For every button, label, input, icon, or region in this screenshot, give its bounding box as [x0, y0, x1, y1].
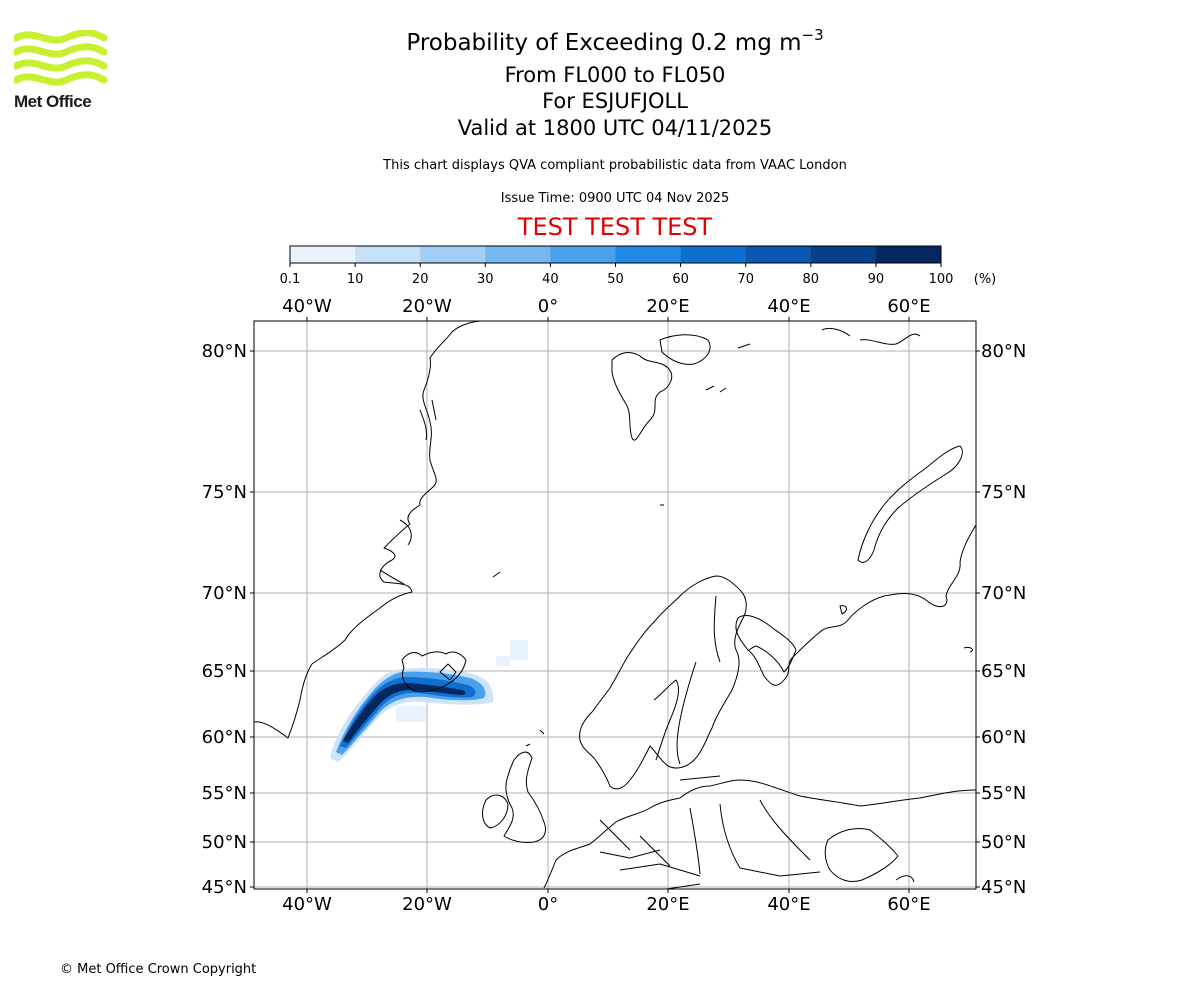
lat-label: 55°N	[202, 783, 247, 804]
colorbar-tick-label: 80	[803, 272, 820, 287]
colorbar-swatch	[290, 246, 356, 263]
lon-label: 20°W	[402, 296, 452, 317]
lat-label: 80°N	[981, 341, 1026, 362]
colorbar-swatch	[875, 246, 942, 263]
lat-labels-right: 80°N 75°N 70°N 65°N 60°N 55°N 50°N 45°N	[981, 341, 1026, 898]
lat-label: 75°N	[981, 482, 1026, 503]
colorbar-tick-label: 30	[477, 272, 494, 287]
lat-label: 65°N	[981, 661, 1026, 682]
lon-label: 60°E	[887, 296, 930, 317]
lon-label: 40°W	[282, 894, 332, 915]
map-frame	[253, 320, 977, 890]
map-background	[254, 321, 976, 889]
volcano-name: For ESJUFJOLL	[542, 89, 688, 113]
colorbar-swatch	[420, 246, 486, 263]
colorbar-tick-label: 70	[737, 272, 754, 287]
met-office-waves-icon	[12, 29, 108, 86]
colorbar-tick-label: 20	[412, 272, 429, 287]
lon-labels-bottom: 40°W 20°W 0° 20°E 40°E 60°E	[282, 894, 930, 915]
lon-label: 20°E	[646, 296, 689, 317]
colorbar-swatch	[615, 246, 682, 263]
colorbar-tick-label: 40	[542, 272, 559, 287]
chart-title: Probability of Exceeding 0.2 mg m−3	[0, 26, 1200, 56]
test-banner: TEST TEST TEST	[517, 213, 713, 241]
coastlines	[254, 321, 976, 889]
colorbar-swatch	[355, 246, 421, 263]
colorbar-swatch	[810, 246, 877, 263]
graticule	[254, 321, 976, 889]
lat-label: 45°N	[981, 877, 1026, 898]
qva-disclaimer: This chart displays QVA compliant probab…	[383, 158, 847, 173]
probability-colorbar: 0.1 10 20 30 40 50 60 70 80 90 100 (%)	[280, 245, 997, 287]
lat-label: 70°N	[202, 583, 247, 604]
colorbar-tick-label: 0.1	[280, 272, 301, 287]
map-ticks	[250, 317, 980, 893]
issue-time: Issue Time: 0900 UTC 04 Nov 2025	[500, 191, 730, 206]
lat-label: 60°N	[202, 727, 247, 748]
met-office-logo: Met Office	[12, 29, 114, 112]
lat-label: 45°N	[202, 877, 247, 898]
lat-label: 65°N	[202, 661, 247, 682]
colorbar-swatches	[290, 246, 942, 263]
colorbar-swatch	[550, 246, 616, 263]
colorbar-swatch	[680, 246, 747, 263]
ash-plume	[330, 640, 528, 762]
chart-title-text: Probability of Exceeding 0.2 mg m	[406, 30, 802, 56]
lon-label: 40°E	[767, 296, 810, 317]
colorbar-swatch	[745, 246, 812, 263]
lon-labels-top: 40°W 20°W 0° 20°E 40°E 60°E	[282, 296, 930, 317]
lat-label: 80°N	[202, 341, 247, 362]
lat-label: 50°N	[981, 832, 1026, 853]
lat-label: 50°N	[202, 832, 247, 853]
colorbar-unit: (%)	[974, 272, 997, 287]
colorbar-tick-label: 90	[868, 272, 885, 287]
logo-text: Met Office	[14, 92, 92, 111]
flight-level-range: From FL000 to FL050	[504, 63, 726, 87]
lon-label: 60°E	[887, 894, 930, 915]
lat-label: 70°N	[981, 583, 1026, 604]
chart-title-exponent: −3	[801, 26, 824, 44]
colorbar-tick-label: 50	[607, 272, 624, 287]
colorbar-ticks: 0.1 10 20 30 40 50 60 70 80 90 100	[280, 263, 954, 287]
lat-label: 60°N	[981, 727, 1026, 748]
copyright-notice: © Met Office Crown Copyright	[60, 962, 257, 977]
colorbar-swatch	[485, 246, 551, 263]
lat-label: 55°N	[981, 783, 1026, 804]
lon-label: 40°E	[767, 894, 810, 915]
lat-label: 75°N	[202, 482, 247, 503]
lat-labels-left: 80°N 75°N 70°N 65°N 60°N 55°N 50°N 45°N	[202, 341, 247, 898]
valid-time: Valid at 1800 UTC 04/11/2025	[457, 116, 773, 140]
lon-label: 0°	[538, 296, 558, 317]
lon-label: 40°W	[282, 296, 332, 317]
colorbar-tick-label: 60	[672, 272, 689, 287]
colorbar-tick-label: 100	[929, 272, 954, 287]
lon-label: 0°	[538, 894, 558, 915]
lon-label: 20°E	[646, 894, 689, 915]
colorbar-tick-label: 10	[347, 272, 364, 287]
lon-label: 20°W	[402, 894, 452, 915]
